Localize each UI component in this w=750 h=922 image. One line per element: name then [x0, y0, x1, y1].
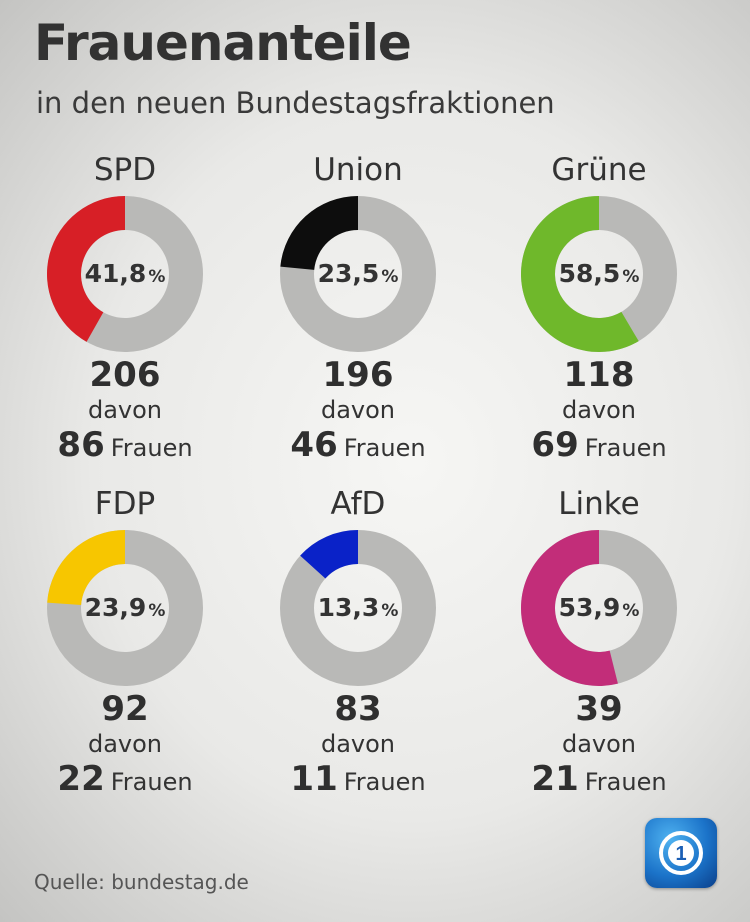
percent-sign: % — [381, 267, 399, 287]
total-seats: 39 — [575, 689, 623, 729]
davon-label: davon — [87, 730, 163, 758]
donut-chart: 41,8% — [45, 194, 205, 354]
percent-sign: % — [381, 601, 399, 621]
donut-chart: 23,9% — [45, 528, 205, 688]
logo-text: 1 — [675, 843, 686, 865]
donut-women-slice — [47, 530, 125, 605]
share-value: 13,3 — [317, 593, 380, 622]
davon-label: davon — [87, 396, 163, 424]
women-number: 11 — [290, 759, 338, 799]
frauen-label: Frauen — [343, 768, 426, 796]
share-value: 41,8 — [84, 259, 147, 288]
donut-women-slice — [521, 530, 618, 686]
share-label: 53,9% — [519, 591, 679, 628]
women-count: 22 Frauen — [0, 760, 255, 801]
donut-chart: 23,5% — [278, 194, 438, 354]
party-name: Grüne — [551, 152, 647, 188]
total-seats: 206 — [89, 355, 161, 395]
donut-chart: 58,5% — [519, 194, 679, 354]
source-note: Quelle: bundestag.de — [34, 870, 249, 894]
donut-svg — [521, 530, 677, 686]
davon-label: davon — [320, 396, 396, 424]
total-seats: 92 — [101, 689, 149, 729]
women-number: 69 — [531, 425, 579, 465]
total-seats: 118 — [563, 355, 635, 395]
chart-subtitle: in den neuen Bundestagsfraktionen — [36, 86, 555, 120]
women-count: 21 Frauen — [469, 760, 729, 801]
share-value: 23,5 — [317, 259, 380, 288]
broadcaster-logo: 1 — [645, 818, 717, 888]
total-seats: 196 — [322, 355, 394, 395]
party-cell-linke: Linke 53,9% 39 davon 21 Frauen — [469, 486, 729, 801]
share-label: 41,8% — [45, 257, 205, 294]
share-value: 58,5 — [558, 259, 621, 288]
donut-chart: 53,9% — [519, 528, 679, 688]
percent-sign: % — [622, 601, 640, 621]
party-cell-fdp: FDP 23,9% 92 davon 22 Frauen — [0, 486, 255, 801]
percent-sign: % — [148, 267, 166, 287]
party-name: Linke — [558, 486, 640, 522]
total-seats: 83 — [334, 689, 382, 729]
party-name: FDP — [94, 486, 156, 522]
davon-label: davon — [561, 730, 637, 758]
donut-svg — [280, 530, 436, 686]
women-number: 46 — [290, 425, 338, 465]
donut-svg — [521, 196, 677, 352]
frauen-label: Frauen — [110, 434, 193, 462]
women-number: 21 — [531, 759, 579, 799]
share-label: 13,3% — [278, 591, 438, 628]
frauen-label: Frauen — [343, 434, 426, 462]
party-name: SPD — [93, 152, 157, 188]
davon-label: davon — [561, 396, 637, 424]
women-count: 11 Frauen — [228, 760, 488, 801]
share-label: 58,5% — [519, 257, 679, 294]
women-count: 86 Frauen — [0, 426, 255, 467]
party-cell-afd: AfD 13,3% 83 davon 11 Frauen — [228, 486, 488, 801]
share-value: 53,9 — [558, 593, 621, 622]
frauen-label: Frauen — [110, 768, 193, 796]
party-cell-gruene: Grüne 58,5% 118 davon 69 Frauen — [469, 152, 729, 467]
women-count: 46 Frauen — [228, 426, 488, 467]
donut-svg — [47, 530, 203, 686]
party-name: AfD — [330, 486, 386, 522]
party-name: Union — [313, 152, 403, 188]
frauen-label: Frauen — [584, 768, 667, 796]
percent-sign: % — [148, 601, 166, 621]
women-number: 22 — [57, 759, 105, 799]
logo-globe-icon: 1 — [659, 831, 703, 875]
share-label: 23,9% — [45, 591, 205, 628]
donut-svg — [47, 196, 203, 352]
davon-label: davon — [320, 730, 396, 758]
donut-chart: 13,3% — [278, 528, 438, 688]
women-number: 86 — [57, 425, 105, 465]
party-cell-union: Union 23,5% 196 davon 46 Frauen — [228, 152, 488, 467]
chart-title: Frauenanteile — [34, 14, 412, 72]
donut-women-slice — [300, 530, 358, 579]
share-value: 23,9 — [84, 593, 147, 622]
donut-svg — [280, 196, 436, 352]
percent-sign: % — [622, 267, 640, 287]
donut-women-slice — [47, 196, 126, 342]
party-cell-spd: SPD 41,8% 206 davon 86 Frauen — [0, 152, 255, 467]
donut-women-slice — [280, 196, 358, 270]
donut-women-slice — [521, 196, 639, 352]
frauen-label: Frauen — [584, 434, 667, 462]
share-label: 23,5% — [278, 257, 438, 294]
women-count: 69 Frauen — [469, 426, 729, 467]
